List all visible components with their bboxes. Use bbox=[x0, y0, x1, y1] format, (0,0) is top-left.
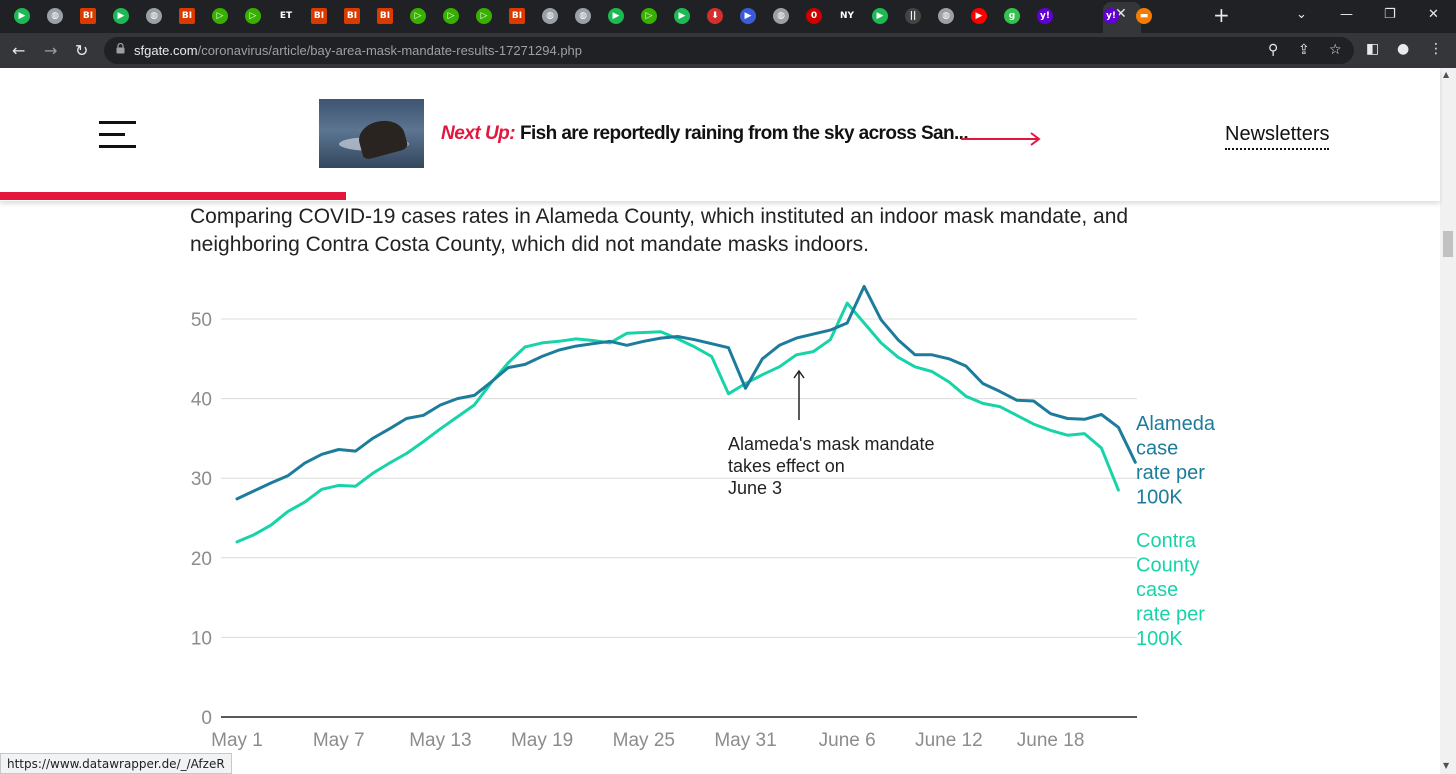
tab-favicon-playoutline-icon[interactable]: ▷ bbox=[641, 8, 657, 24]
tab-favicon-playoutline-icon[interactable]: ▷ bbox=[410, 8, 426, 24]
legend-label-contra-costa: Contra County case rate per 100K bbox=[1136, 530, 1205, 650]
site-header: Next Up: Fish are reportedly raining fro… bbox=[0, 68, 1440, 201]
tab-favicon-playoutline-icon[interactable]: ▷ bbox=[476, 8, 492, 24]
x-tick-label: May 1 bbox=[211, 730, 263, 751]
menu-kebab-icon[interactable]: ⋮ bbox=[1429, 41, 1443, 57]
tab-favicon-play-icon[interactable]: ▶ bbox=[113, 8, 129, 24]
tab-favicon-bi-icon[interactable]: BI bbox=[179, 8, 195, 24]
url-input[interactable]: sfgate.com/coronavirus/article/bay-area-… bbox=[104, 37, 1354, 64]
tab-favicon-globe-icon[interactable]: ◍ bbox=[542, 8, 558, 24]
scroll-up-icon[interactable]: ▲ bbox=[1443, 70, 1450, 79]
tab-favicon-bars-icon[interactable]: || bbox=[905, 8, 921, 24]
new-tab-button[interactable]: + bbox=[1213, 3, 1230, 27]
x-tick-label: May 25 bbox=[613, 730, 675, 751]
scroll-thumb[interactable] bbox=[1443, 231, 1453, 257]
tab-favicon-bi-icon[interactable]: BI bbox=[509, 8, 525, 24]
browser-tab-bar: ✕ + ⌄ — ❐ ✕ ▶ ◍ BI ▶ ◍ BI ▷ ▷ ET BI BI BI ▷ ▷ ▷ BI ◍ ◍ ▶ ▷ ▶… bbox=[0, 0, 1456, 33]
tab-favicon-play-icon[interactable]: ▶ bbox=[14, 8, 30, 24]
y-tick-label: 20 bbox=[191, 549, 212, 570]
close-window-button[interactable]: ✕ bbox=[1428, 7, 1439, 22]
tab-favicon-globe-icon[interactable]: ◍ bbox=[938, 8, 954, 24]
newsletters-link[interactable]: Newsletters bbox=[1225, 123, 1330, 150]
x-tick-label: May 31 bbox=[714, 730, 776, 751]
arrow-right-icon[interactable] bbox=[961, 132, 1041, 146]
y-tick-label: 50 bbox=[191, 310, 212, 331]
tab-favicon-bi-icon[interactable]: BI bbox=[80, 8, 96, 24]
tab-favicon-play-icon[interactable]: ▶ bbox=[674, 8, 690, 24]
annotation-text: Alameda's mask mandate takes effect on Jun… bbox=[728, 434, 935, 498]
tab-favicon-bi-icon[interactable]: BI bbox=[311, 8, 327, 24]
tab-favicon-o-icon[interactable]: 0 bbox=[806, 8, 822, 24]
tab-close-icon[interactable]: ✕ bbox=[1115, 6, 1127, 22]
tab-favicon-globe-icon[interactable]: ◍ bbox=[773, 8, 789, 24]
forward-button[interactable]: → bbox=[44, 41, 58, 60]
tab-favicon-bookmark-icon[interactable]: ▬ bbox=[1136, 8, 1152, 24]
series-line-alameda bbox=[235, 284, 1137, 501]
chart-caption: Comparing COVID-19 cases rates in Alamed… bbox=[190, 205, 1129, 256]
series-line-contra-costa bbox=[235, 301, 1120, 544]
status-bar-url: https://www.datawrapper.de/_/AfzeR bbox=[0, 753, 232, 774]
next-up-headline-link[interactable]: Fish are reportedly raining from the sky… bbox=[520, 123, 969, 144]
tab-favicon-playoutline-icon[interactable]: ▷ bbox=[212, 8, 228, 24]
tab-favicon-g-icon[interactable]: g bbox=[1004, 8, 1020, 24]
tab-favicon-youtube-icon[interactable]: ▶ bbox=[971, 8, 987, 24]
tab-favicon-globe-icon[interactable]: ◍ bbox=[575, 8, 591, 24]
tab-favicon-globe-icon[interactable]: ◍ bbox=[146, 8, 162, 24]
address-bar: ← → ↻ sfgate.com/coronavirus/article/bay… bbox=[0, 33, 1456, 68]
tab-favicon-playoutline-icon[interactable]: ▷ bbox=[443, 8, 459, 24]
profile-icon[interactable]: ● bbox=[1397, 41, 1410, 57]
tab-favicon-et-icon[interactable]: ET bbox=[278, 8, 294, 24]
x-tick-label: June 12 bbox=[915, 730, 983, 751]
tab-favicon-chevron-icon[interactable]: ▶ bbox=[740, 8, 756, 24]
next-up-thumbnail[interactable] bbox=[319, 99, 424, 168]
tab-favicon-download-icon[interactable]: ⬇ bbox=[707, 8, 723, 24]
tab-favicon-ny-icon[interactable]: NY bbox=[839, 8, 855, 24]
y-tick-label: 40 bbox=[191, 390, 212, 411]
scroll-down-icon[interactable]: ▼ bbox=[1443, 761, 1450, 770]
tab-favicon-play-icon[interactable]: ▶ bbox=[872, 8, 888, 24]
share-icon[interactable]: ⇪ bbox=[1298, 42, 1310, 58]
zoom-icon[interactable]: ⚲ bbox=[1268, 42, 1279, 58]
x-tick-label: May 7 bbox=[313, 730, 365, 751]
next-up-label: Next Up: bbox=[441, 123, 516, 144]
minimize-button[interactable]: — bbox=[1340, 7, 1353, 22]
page-scrollbar[interactable]: ▲ ▼ bbox=[1440, 68, 1456, 774]
tab-favicon-y-icon[interactable]: y! bbox=[1037, 8, 1053, 24]
tab-favicon-globe-icon[interactable]: ◍ bbox=[47, 8, 63, 24]
x-tick-label: June 6 bbox=[819, 730, 876, 751]
y-tick-label: 10 bbox=[191, 628, 212, 649]
annotation-arrow-head bbox=[793, 369, 805, 379]
tab-favicon-bi-icon[interactable]: BI bbox=[377, 8, 393, 24]
tab-favicon-play-icon[interactable]: ▶ bbox=[608, 8, 624, 24]
y-tick-label: 0 bbox=[201, 708, 212, 729]
x-tick-label: May 19 bbox=[511, 730, 573, 751]
line-chart: 0 10 20 30 40 50 May 1 May 7 May 13 May 19 May 25… bbox=[191, 284, 1216, 751]
x-tick-label: June 18 bbox=[1017, 730, 1085, 751]
restore-button[interactable]: ❐ bbox=[1384, 7, 1396, 22]
hamburger-menu-icon[interactable] bbox=[99, 121, 136, 157]
y-tick-label: 30 bbox=[191, 469, 212, 490]
side-panel-icon[interactable]: ◧ bbox=[1366, 41, 1380, 57]
x-tick-label: May 13 bbox=[409, 730, 471, 751]
tab-favicon-y-icon[interactable]: y! bbox=[1103, 8, 1119, 24]
legend-label-alameda: Alameda case rate per 100K bbox=[1136, 413, 1216, 509]
reading-progress-bar bbox=[0, 192, 346, 200]
tab-favicon-bi-icon[interactable]: BI bbox=[344, 8, 360, 24]
bookmark-star-icon[interactable]: ☆ bbox=[1329, 42, 1342, 58]
reload-button[interactable]: ↻ bbox=[75, 41, 89, 60]
back-button[interactable]: ← bbox=[12, 41, 26, 60]
url-text: sfgate.com/coronavirus/article/bay-area-… bbox=[134, 43, 583, 58]
tab-favicon-playoutline-icon[interactable]: ▷ bbox=[245, 8, 261, 24]
tab-search-icon[interactable]: ⌄ bbox=[1296, 7, 1307, 22]
lock-icon bbox=[116, 43, 125, 54]
